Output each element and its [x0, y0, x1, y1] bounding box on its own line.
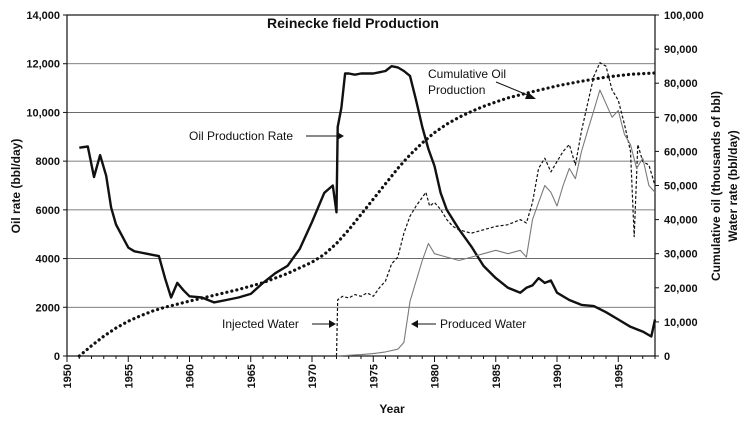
right-y-axis-label-cumulative: Cumulative oil (thousands of bbl) — [709, 91, 723, 281]
x-tick-label: 1995 — [613, 364, 625, 388]
annotation-layer: Oil Production Rate Cumulative Oil Produ… — [189, 67, 536, 331]
left-y-axis-label: Oil rate (bbl/day) — [9, 139, 23, 234]
right-y-tick-label: 100,000 — [664, 10, 704, 22]
left-y-tick-label: 10,000 — [26, 107, 60, 119]
annotation-injected-water: Injected Water — [222, 317, 299, 331]
plot-frame — [66, 14, 656, 357]
annotation-oil-rate: Oil Production Rate — [189, 129, 293, 143]
series-line-oil-production-rate — [79, 64, 657, 338]
annotation-produced-water: Produced Water — [440, 317, 526, 331]
left-y-tick-label: 6000 — [36, 205, 60, 217]
x-tick-label: 1970 — [307, 364, 319, 388]
right-y-tick-label: 10,000 — [664, 317, 698, 329]
x-tick-label: 1960 — [185, 364, 197, 388]
series-line-cumulative-oil-production — [77, 71, 657, 358]
x-tick-label: 1955 — [123, 364, 135, 388]
left-y-tick-label: 0 — [54, 351, 60, 363]
right-y-tick-label: 0 — [664, 351, 670, 363]
right-y-tick-label: 70,000 — [664, 112, 698, 124]
series-line-injected-water — [335, 62, 656, 357]
x-tick-label: 1990 — [552, 364, 564, 388]
grid-lines — [67, 14, 655, 357]
x-axis-label: Year — [379, 402, 405, 416]
x-tick-label: 1980 — [430, 364, 442, 388]
series-layer — [77, 62, 657, 358]
right-y-tick-label: 90,000 — [664, 44, 698, 56]
arrowhead-oil-rate — [337, 132, 344, 140]
chart-title: Reinecke field Production — [267, 15, 439, 31]
x-tick-label: 1965 — [246, 364, 258, 388]
left-y-tick-label: 4000 — [36, 254, 60, 266]
right-y-tick-label: 40,000 — [664, 215, 698, 227]
right-y-tick-label: 60,000 — [664, 146, 698, 158]
arrowhead-injected-water — [329, 320, 336, 328]
right-y-tick-label: 20,000 — [664, 283, 698, 295]
right-y-tick-label: 80,000 — [664, 78, 698, 90]
x-tick-label: 1985 — [491, 364, 503, 388]
right-y-axis-label-water: Water rate (bbl/day) — [726, 130, 740, 242]
annotation-cumulative-line1: Cumulative Oil — [428, 67, 506, 81]
left-y-tick-label: 2000 — [36, 302, 60, 314]
left-y-tick-label: 12,000 — [26, 59, 60, 71]
arrowhead-cumulative — [525, 92, 536, 99]
right-y-tick-label: 30,000 — [664, 249, 698, 261]
tick-layer: 0 2000 4000 6000 8000 10,000 12,000 14,000 0 10,0… — [26, 10, 703, 388]
left-y-tick-label: 8000 — [36, 156, 60, 168]
arrowhead-produced-water — [411, 320, 418, 328]
left-y-tick-label: 14,000 — [26, 10, 60, 22]
arrow-cumulative — [495, 81, 531, 97]
right-y-tick-label: 50,000 — [664, 181, 698, 193]
x-tick-label: 1975 — [368, 364, 380, 388]
series-line-produced-water — [336, 89, 656, 357]
x-tick-label: 1950 — [62, 364, 74, 388]
annotation-cumulative-line2: Production — [428, 83, 485, 97]
